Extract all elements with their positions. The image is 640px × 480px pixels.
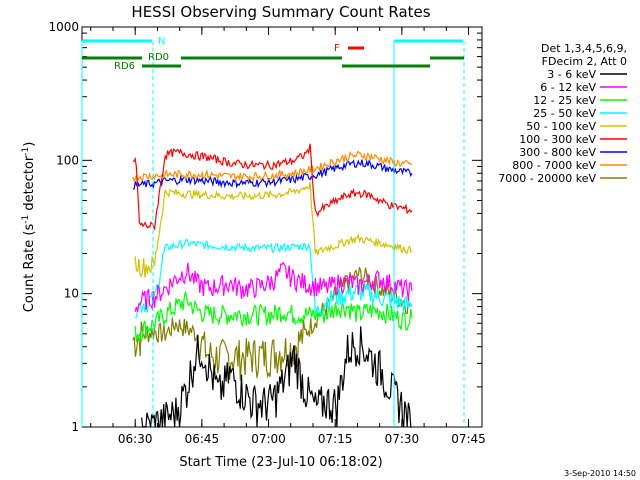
x-tick-label: 07:45 — [451, 432, 486, 446]
x-tick-label: 07:00 — [251, 432, 286, 446]
legend-label: 800 - 7000 keV — [512, 159, 596, 172]
legend-label: 12 - 25 keV — [533, 94, 596, 107]
legend-label: 7000 - 20000 keV — [498, 172, 596, 185]
x-axis-title: Start Time (23-Jul-10 06:18:02) — [179, 455, 382, 470]
series-layer — [132, 143, 413, 429]
series-line — [141, 326, 412, 429]
rd6-label: RD6 — [114, 61, 135, 72]
y-axis-title-mid: detector — [22, 155, 37, 215]
y-axis-title-main: Count Rate (s — [22, 224, 37, 313]
series-line — [132, 150, 413, 183]
plot-frame — [81, 26, 483, 428]
x-tick-label: 07:15 — [318, 432, 353, 446]
y-axis-title-sup2: -1 — [21, 147, 31, 156]
series-line — [132, 159, 413, 190]
x-tick-label: 06:45 — [185, 432, 220, 446]
x-tick-label: 07:30 — [385, 432, 420, 446]
series-line — [132, 143, 413, 230]
legend-label: 100 - 300 keV — [519, 133, 596, 146]
chart-title: HESSI Observing Summary Count Rates — [131, 3, 430, 21]
y-tick-label: 10 — [64, 287, 79, 301]
timestamp-footer: 3-Sep-2010 14:50 — [564, 469, 636, 478]
legend-label: 6 - 12 keV — [540, 81, 596, 94]
y-axis-title: Count Rate (s-1 detector-1) — [21, 142, 37, 313]
legend-label: 3 - 6 keV — [547, 68, 596, 81]
series-line — [132, 267, 413, 381]
legend-header-line-2: FDecim 2, Att 0 — [542, 55, 627, 68]
legend: Det 1,3,4,5,6,9, FDecim 2, Att 0 3 - 6 k… — [498, 42, 627, 185]
legend-label: 25 - 50 keV — [533, 107, 596, 120]
night-label: N — [158, 36, 165, 47]
x-tick-label: 06:30 — [118, 432, 153, 446]
legend-label: 300 - 800 keV — [519, 146, 596, 159]
x-axis-ticks: 06:30 06:45 07:00 07:15 07:30 07:45 — [90, 27, 486, 446]
rd0-label: RD0 — [148, 52, 169, 63]
y-tick-label: 1 — [71, 420, 79, 434]
y-axis-title-end: ) — [22, 142, 37, 147]
flare-label: F — [334, 43, 340, 54]
legend-label: 50 - 100 keV — [526, 120, 596, 133]
legend-header-line-1: Det 1,3,4,5,6,9, — [541, 42, 627, 55]
series-line — [134, 182, 413, 278]
series-line — [134, 238, 413, 319]
y-tick-label: 100 — [56, 153, 79, 167]
series-line — [134, 261, 413, 313]
series-line — [134, 291, 413, 343]
state-bars: N RD0 RD6 F — [81, 36, 465, 427]
y-tick-label: 1000 — [48, 20, 79, 34]
y-axis-ticks: 1 10 100 1000 — [48, 20, 482, 434]
y-axis-title-sup: -1 — [21, 215, 31, 224]
